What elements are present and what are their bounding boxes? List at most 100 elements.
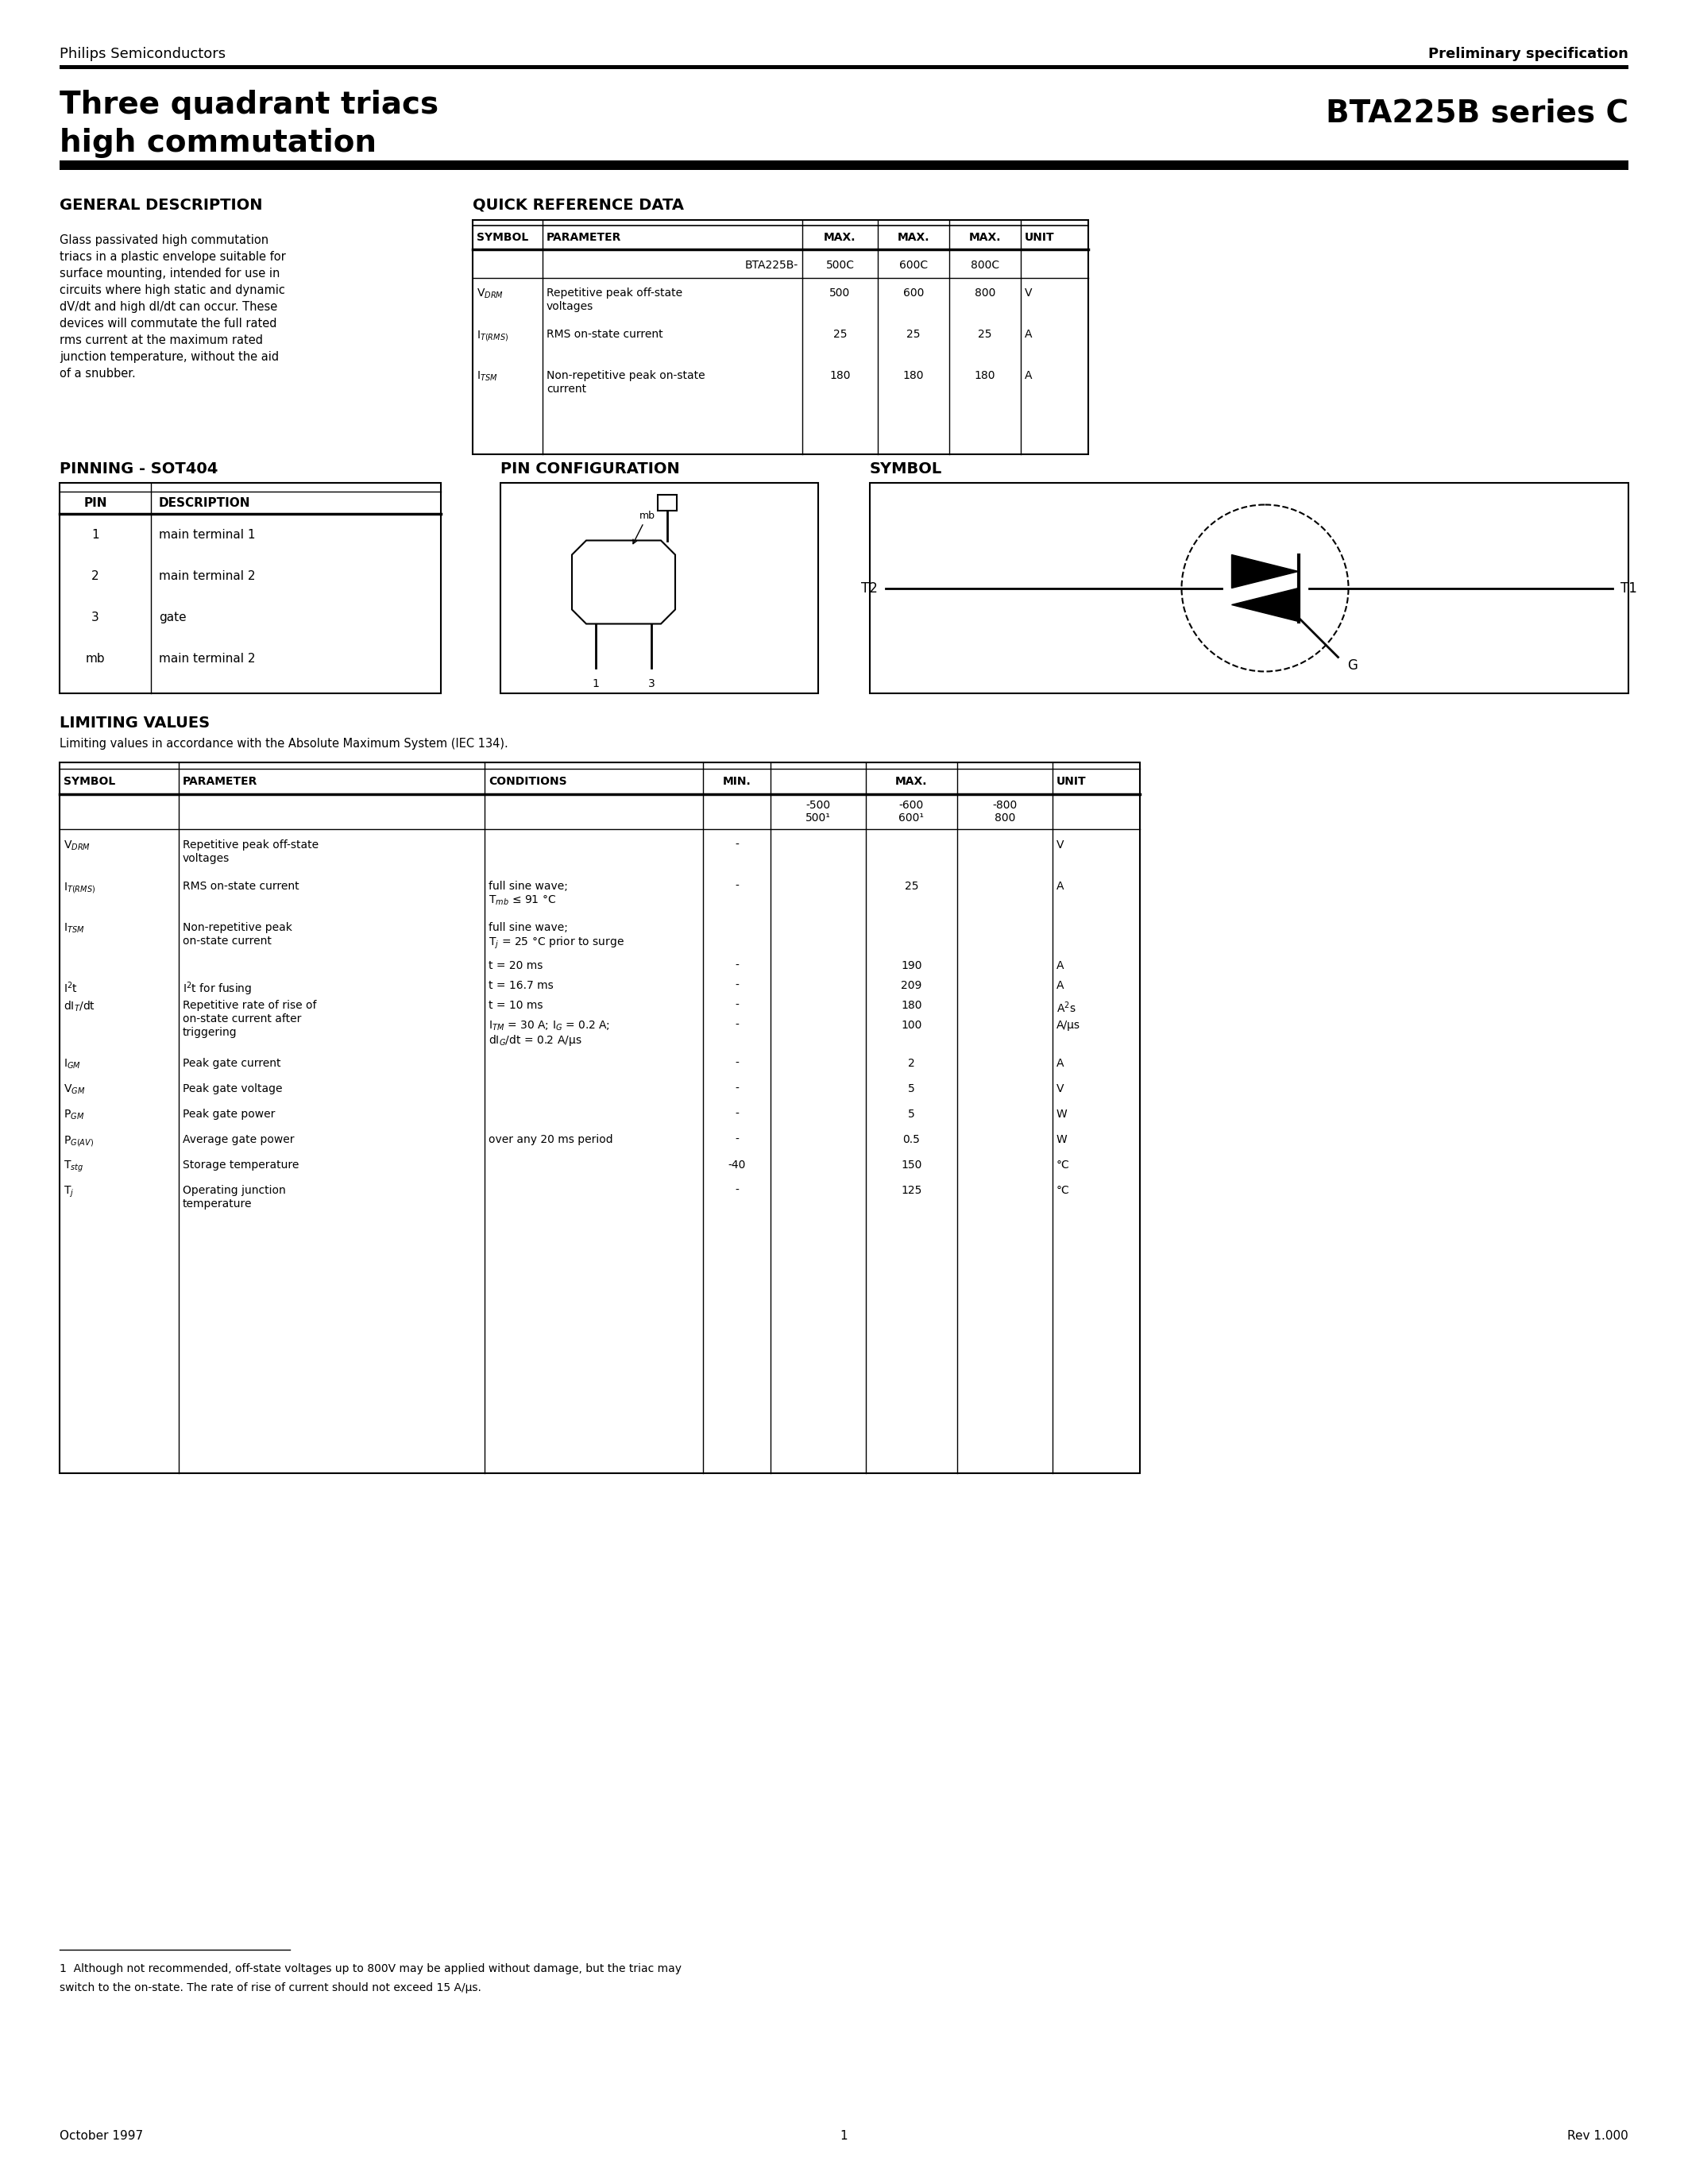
Text: MAX.: MAX. [969, 232, 1001, 242]
Text: 25: 25 [977, 330, 993, 341]
Text: -600: -600 [900, 799, 923, 810]
Text: Peak gate power: Peak gate power [182, 1109, 275, 1120]
Text: T1: T1 [1620, 581, 1637, 596]
Text: I$_{TSM}$: I$_{TSM}$ [64, 922, 84, 935]
Text: Repetitive peak off-state: Repetitive peak off-state [182, 839, 319, 850]
Text: on-state current: on-state current [182, 935, 272, 946]
Text: -500: -500 [805, 799, 830, 810]
Text: Rev 1.000: Rev 1.000 [1568, 2129, 1629, 2143]
Text: Philips Semiconductors: Philips Semiconductors [59, 46, 226, 61]
Text: rms current at the maximum rated: rms current at the maximum rated [59, 334, 263, 347]
Text: -: - [734, 839, 739, 850]
Text: 190: 190 [901, 961, 922, 972]
Text: A: A [1057, 961, 1063, 972]
Text: T$_{stg}$: T$_{stg}$ [64, 1160, 84, 1175]
Text: circuits where high static and dynamic: circuits where high static and dynamic [59, 284, 285, 297]
Text: -: - [734, 1020, 739, 1031]
Text: °C: °C [1057, 1186, 1070, 1197]
Text: full sine wave;: full sine wave; [488, 880, 567, 891]
Text: A: A [1025, 369, 1033, 382]
Text: W: W [1057, 1133, 1067, 1144]
Text: UNIT: UNIT [1025, 232, 1055, 242]
Text: 600C: 600C [900, 260, 928, 271]
Text: PINNING - SOT404: PINNING - SOT404 [59, 461, 218, 476]
Text: MIN.: MIN. [722, 775, 751, 786]
Text: G: G [1347, 657, 1357, 673]
Text: MAX.: MAX. [898, 232, 930, 242]
Text: PIN CONFIGURATION: PIN CONFIGURATION [500, 461, 680, 476]
Text: MAX.: MAX. [895, 775, 928, 786]
Text: A$^2$s: A$^2$s [1057, 1000, 1077, 1016]
Text: Glass passivated high commutation: Glass passivated high commutation [59, 234, 268, 247]
Text: -: - [734, 1109, 739, 1120]
Text: Non-repetitive peak: Non-repetitive peak [182, 922, 292, 933]
Text: PIN: PIN [84, 496, 106, 509]
Text: voltages: voltages [547, 301, 594, 312]
Text: 1: 1 [592, 677, 599, 688]
Text: RMS on-state current: RMS on-state current [182, 880, 299, 891]
Text: mb: mb [86, 653, 105, 664]
Text: 0.5: 0.5 [903, 1133, 920, 1144]
Text: t = 10 ms: t = 10 ms [488, 1000, 544, 1011]
Text: Limiting values in accordance with the Absolute Maximum System (IEC 134).: Limiting values in accordance with the A… [59, 738, 508, 749]
Text: main terminal 2: main terminal 2 [159, 653, 255, 664]
Bar [473, 221, 1089, 454]
Text: P$_{GM}$: P$_{GM}$ [64, 1109, 84, 1123]
Bar [500, 483, 819, 692]
Text: 800: 800 [994, 812, 1016, 823]
Text: DESCRIPTION: DESCRIPTION [159, 496, 250, 509]
Text: A: A [1025, 330, 1033, 341]
Text: V: V [1057, 1083, 1063, 1094]
Text: Peak gate current: Peak gate current [182, 1057, 280, 1068]
Text: CONDITIONS: CONDITIONS [488, 775, 567, 786]
Text: main terminal 2: main terminal 2 [159, 570, 255, 581]
Text: T$_j$ = 25 °C prior to surge: T$_j$ = 25 °C prior to surge [488, 935, 625, 950]
Text: dI$_T$/dt: dI$_T$/dt [64, 1000, 95, 1013]
Text: 209: 209 [901, 981, 922, 992]
Bar [658, 494, 677, 511]
Text: W: W [1057, 1109, 1067, 1120]
Text: 150: 150 [901, 1160, 922, 1171]
Polygon shape [1232, 555, 1298, 587]
Text: LIMITING VALUES: LIMITING VALUES [59, 714, 209, 729]
Text: PARAMETER: PARAMETER [182, 775, 258, 786]
Text: on-state current after: on-state current after [182, 1013, 302, 1024]
Text: A: A [1057, 981, 1063, 992]
Text: V$_{DRM}$: V$_{DRM}$ [476, 288, 503, 301]
Text: BTA225B series C: BTA225B series C [1325, 98, 1629, 129]
Text: MAX.: MAX. [824, 232, 856, 242]
Text: SYMBOL: SYMBOL [476, 232, 528, 242]
Text: -: - [734, 981, 739, 992]
Text: °C: °C [1057, 1160, 1070, 1171]
Text: Peak gate voltage: Peak gate voltage [182, 1083, 282, 1094]
Text: gate: gate [159, 612, 186, 622]
Text: surface mounting, intended for use in: surface mounting, intended for use in [59, 269, 280, 280]
Text: 2: 2 [908, 1057, 915, 1068]
Text: voltages: voltages [182, 854, 230, 865]
Text: A: A [1057, 1057, 1063, 1068]
Text: 100: 100 [901, 1020, 922, 1031]
Text: of a snubber.: of a snubber. [59, 367, 135, 380]
Text: T2: T2 [861, 581, 878, 596]
Text: t = 20 ms: t = 20 ms [488, 961, 544, 972]
Bar [59, 483, 441, 692]
Text: 3: 3 [91, 612, 100, 622]
Text: 3: 3 [648, 677, 655, 688]
Text: SYMBOL: SYMBOL [64, 775, 115, 786]
Text: devices will commutate the full rated: devices will commutate the full rated [59, 317, 277, 330]
Text: 1: 1 [841, 2129, 847, 2143]
Text: 180: 180 [829, 369, 851, 382]
Text: -40: -40 [728, 1160, 746, 1171]
Text: 180: 180 [974, 369, 996, 382]
Text: switch to the on-state. The rate of rise of current should not exceed 15 A/μs.: switch to the on-state. The rate of rise… [59, 1983, 481, 1994]
Text: mb: mb [633, 511, 655, 544]
Text: T$_j$: T$_j$ [64, 1186, 74, 1199]
Text: temperature: temperature [182, 1199, 252, 1210]
Text: PARAMETER: PARAMETER [547, 232, 621, 242]
Text: A/μs: A/μs [1057, 1020, 1080, 1031]
Text: V$_{DRM}$: V$_{DRM}$ [64, 839, 91, 852]
Text: current: current [547, 384, 586, 395]
Text: 180: 180 [901, 1000, 922, 1011]
Text: I$_{GM}$: I$_{GM}$ [64, 1057, 81, 1070]
Text: Average gate power: Average gate power [182, 1133, 294, 1144]
